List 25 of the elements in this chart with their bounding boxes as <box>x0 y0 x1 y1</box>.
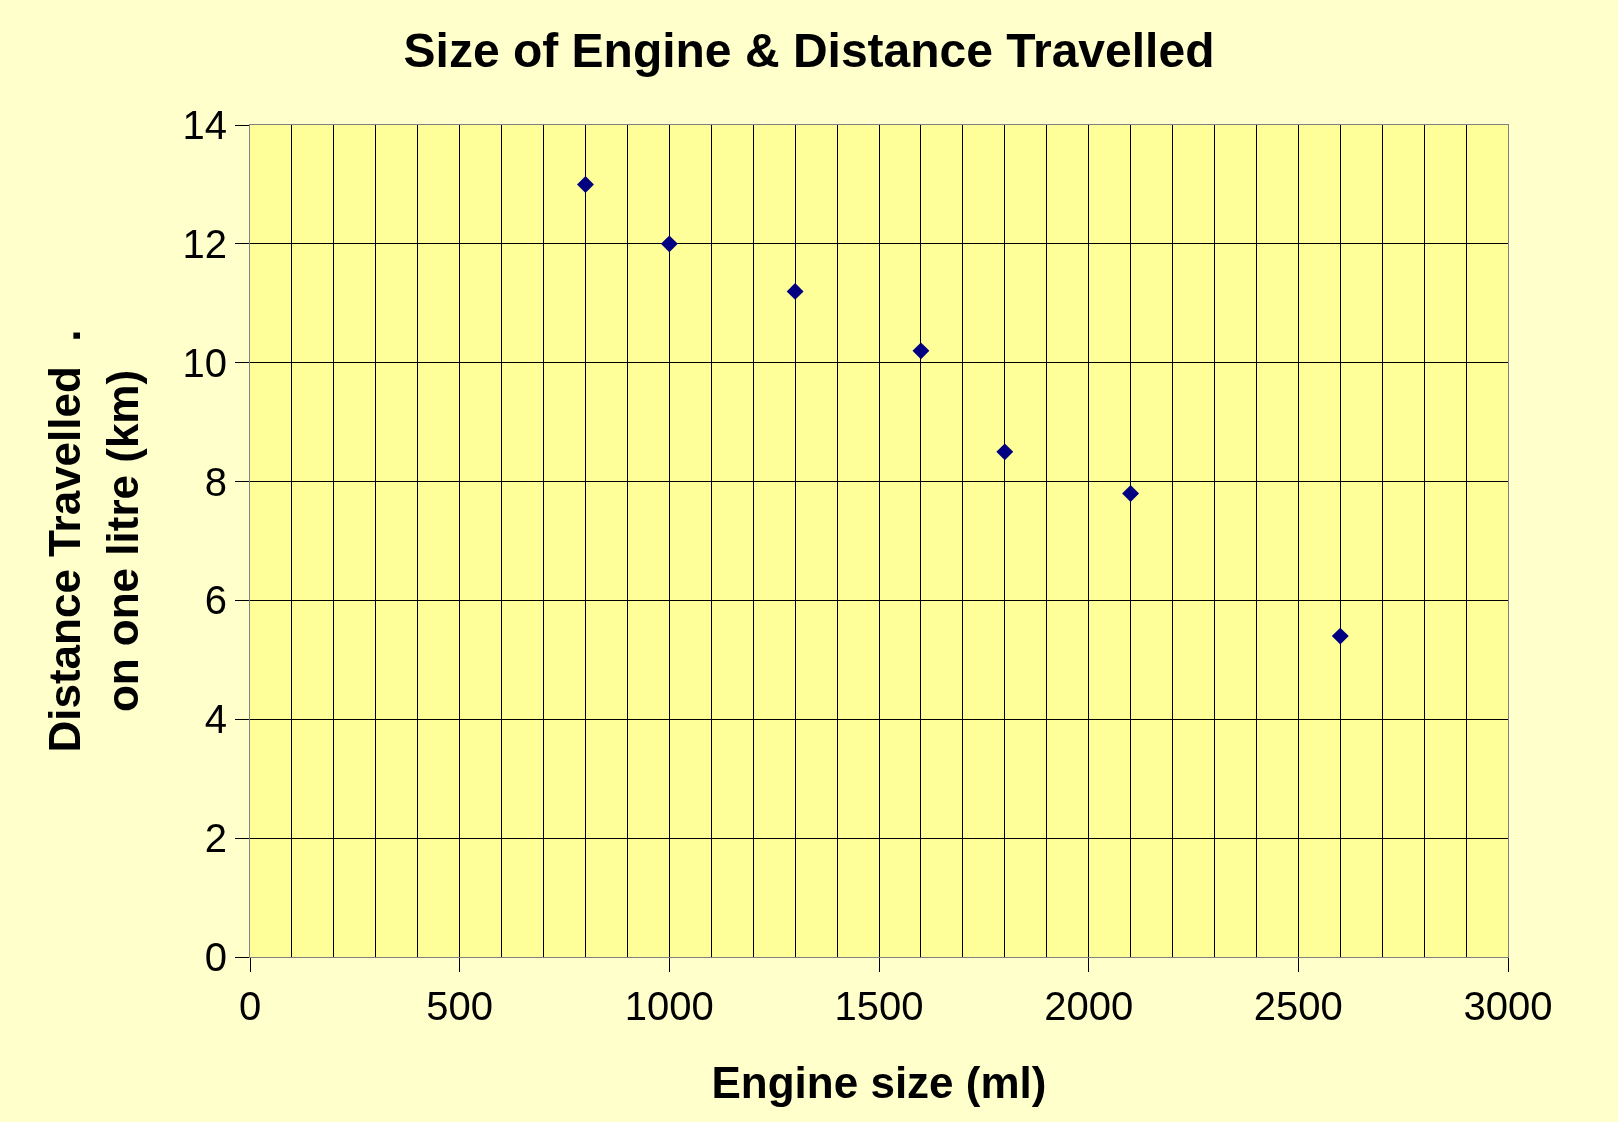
point <box>1331 627 1349 645</box>
y-tick-label: 0 <box>204 935 227 979</box>
y-tick-label: 14 <box>182 103 227 147</box>
chart-title: Size of Engine & Distance Travelled <box>403 24 1215 78</box>
x-tick-label: 2500 <box>1253 984 1343 1028</box>
point <box>1122 485 1140 502</box>
x-tick-label: 3000 <box>1463 984 1553 1028</box>
point <box>786 282 804 300</box>
x-tick-label: 2000 <box>1044 984 1134 1028</box>
x-tick-label: 0 <box>238 984 262 1028</box>
y-tick-label: 10 <box>182 340 227 385</box>
y-tick-label: 8 <box>204 459 227 504</box>
point <box>912 342 930 360</box>
y-tick-label: 6 <box>204 578 227 623</box>
y-tick-label: 2 <box>204 816 227 861</box>
point <box>577 175 594 193</box>
y-tick-label: 12 <box>182 221 227 266</box>
y-axis-title: Distance Travelled . on one litre (km) <box>40 329 147 753</box>
point <box>660 235 678 253</box>
point <box>996 443 1014 461</box>
x-tick-label: 1500 <box>834 984 924 1028</box>
x-tick-label: 500 <box>426 984 494 1028</box>
x-axis-title: Engine size (ml) <box>711 1058 1047 1108</box>
x-tick-label: 1000 <box>624 984 714 1028</box>
y-tick-label: 4 <box>204 697 227 742</box>
